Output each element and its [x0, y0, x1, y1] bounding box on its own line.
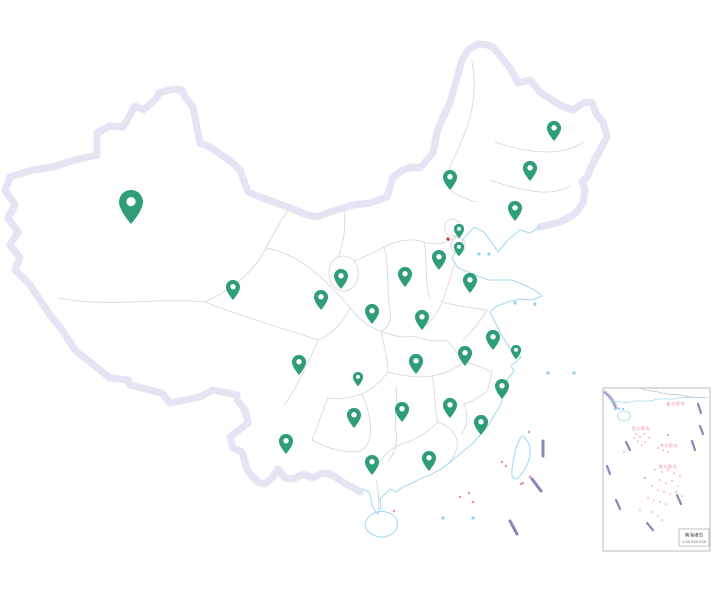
inset-caption-title: 南海诸岛 [685, 532, 704, 539]
national-border [1, 40, 611, 496]
inset-label: 东沙群岛 [667, 400, 685, 406]
inset-label: 中沙群岛 [660, 442, 678, 448]
hainan-island [364, 510, 399, 538]
location-pin-inner-mongolia[interactable] [442, 169, 458, 190]
location-pin-shaanxi[interactable] [364, 303, 380, 324]
location-pin-jiangxi[interactable] [442, 397, 458, 418]
inset-vietnam-coast [603, 391, 617, 409]
inset-caption-box: 南海诸岛 1:34 000 000 [678, 528, 710, 547]
location-pin-anhui[interactable] [457, 345, 473, 366]
province-borders [57, 61, 585, 511]
inset-dash-line [605, 402, 705, 532]
location-pin-ningxia[interactable] [333, 268, 349, 289]
capital-dot [446, 237, 450, 241]
location-pins [119, 120, 562, 475]
capital-marker [446, 237, 450, 241]
nine-dash-line-segments [508, 439, 545, 536]
location-pin-hunan[interactable] [394, 401, 410, 422]
location-pin-hubei[interactable] [408, 353, 424, 374]
location-pin-shanghai[interactable] [510, 344, 522, 360]
location-pin-guizhou[interactable] [346, 407, 362, 428]
location-pin-heilongjiang[interactable] [546, 120, 562, 141]
location-pin-yunnan[interactable] [278, 433, 294, 454]
inset-caption-scale: 1:34 000 000 [682, 540, 707, 544]
location-pin-hebei[interactable] [431, 249, 447, 270]
location-pin-guangdong[interactable] [421, 450, 437, 471]
location-pin-zhejiang[interactable] [494, 378, 510, 399]
location-pin-jilin[interactable] [522, 160, 538, 181]
location-pin-jiangsu[interactable] [485, 329, 501, 350]
sea-islands-blue [441, 252, 576, 520]
sea-islands-pink [392, 430, 532, 513]
location-pin-liaoning[interactable] [507, 200, 523, 221]
location-pin-xinjiang[interactable] [119, 189, 143, 224]
location-pin-shandong[interactable] [462, 272, 478, 293]
location-pin-fujian[interactable] [473, 414, 489, 435]
location-pin-guangxi[interactable] [364, 454, 380, 475]
location-pin-qinghai[interactable] [225, 279, 241, 300]
inset-hainan-island [617, 410, 631, 422]
inset-islands-blue [613, 407, 670, 480]
location-pin-henan[interactable] [414, 309, 430, 330]
taiwan-island [511, 435, 531, 480]
inset-coastline [610, 396, 703, 403]
inset-islands-pink [623, 404, 683, 521]
inset-label: 南沙群岛 [659, 463, 677, 469]
inset-label: 西沙群岛 [632, 425, 650, 431]
location-pin-tianjin[interactable] [453, 241, 465, 257]
location-pin-gansu[interactable] [313, 289, 329, 310]
location-pin-shanxi[interactable] [397, 266, 413, 287]
location-pin-chongqing[interactable] [352, 371, 364, 387]
